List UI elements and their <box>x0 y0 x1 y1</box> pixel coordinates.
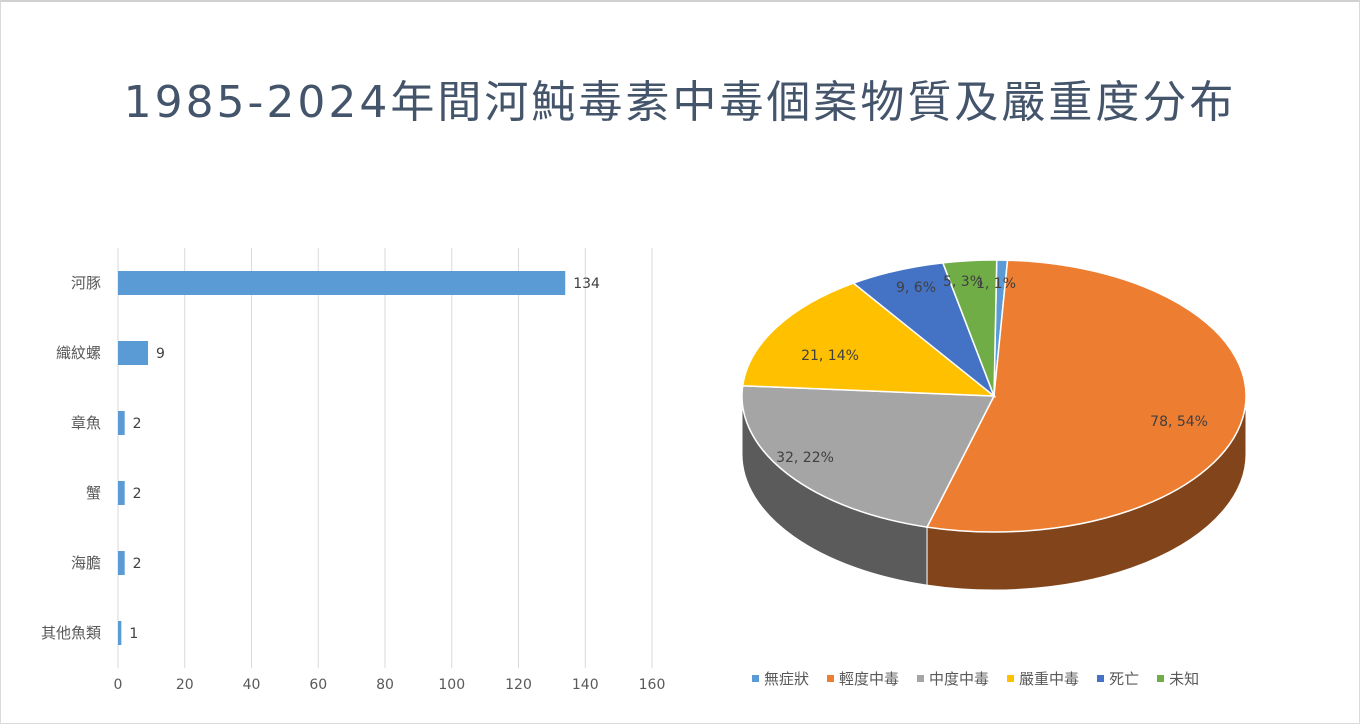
legend-label: 輕度中毒 <box>839 670 900 688</box>
legend-item: 未知 <box>1157 668 1199 689</box>
bar <box>118 411 125 435</box>
pie-slice <box>925 259 1247 533</box>
legend-swatch <box>827 675 835 682</box>
x-tick-label: 100 <box>438 677 465 693</box>
category-label: 章魚 <box>71 414 101 432</box>
bar-value-label: 1 <box>129 626 138 642</box>
x-tick-label: 80 <box>376 677 394 693</box>
legend-item: 嚴重中毒 <box>1007 668 1079 689</box>
legend-label: 中度中毒 <box>929 670 990 688</box>
bar-value-label: 2 <box>133 556 142 572</box>
x-tick-label: 120 <box>505 677 532 693</box>
bar-chart: 0 20 40 60 80 100 120 140 160 河豚 134 織紋螺 9 章魚 2 蟹 2 海膽 2 其他… <box>41 248 666 693</box>
pie-legend: 無症狀 輕度中毒 中度中毒 嚴重中毒 死亡 未知 <box>752 668 1199 689</box>
legend-item: 中度中毒 <box>917 668 989 689</box>
legend-label: 未知 <box>1169 670 1200 688</box>
pie-data-label: 32, 22% <box>776 450 834 466</box>
category-label: 河豚 <box>71 274 101 292</box>
pie-data-label: 1, 1% <box>976 276 1016 292</box>
category-label: 蟹 <box>86 484 101 502</box>
bar-value-label: 9 <box>156 346 165 362</box>
category-label: 織紋螺 <box>56 344 101 362</box>
legend-label: 死亡 <box>1109 670 1140 688</box>
legend-label: 嚴重中毒 <box>1019 670 1080 688</box>
pie-data-label: 9, 6% <box>896 280 936 296</box>
bar-value-label: 2 <box>133 486 142 502</box>
pie-slice <box>741 282 997 397</box>
category-label: 其他魚類 <box>41 624 101 642</box>
legend-item: 輕度中毒 <box>827 668 899 689</box>
bar <box>118 271 566 295</box>
bar <box>118 341 149 365</box>
category-label: 海膽 <box>71 554 101 572</box>
x-tick-label: 20 <box>176 677 194 693</box>
chart-title: 1985-2024年間河魨毒素中毒個案物質及嚴重度分布 <box>123 77 1237 128</box>
x-tick-label: 0 <box>114 677 123 693</box>
pie-slice <box>941 259 998 397</box>
x-tick-label: 140 <box>572 677 599 693</box>
bar <box>118 481 125 505</box>
bar-value-label: 134 <box>573 276 600 292</box>
legend-swatch <box>1157 675 1165 682</box>
pie-data-label: 5, 3% <box>943 274 983 290</box>
x-tick-label: 60 <box>309 677 327 693</box>
legend-swatch <box>917 675 925 682</box>
legend-item: 死亡 <box>1097 668 1139 689</box>
legend-item: 無症狀 <box>752 668 809 689</box>
legend-swatch <box>752 675 759 682</box>
legend-swatch <box>1007 675 1015 682</box>
bar-value-label: 2 <box>133 416 142 432</box>
x-tick-label: 160 <box>639 677 666 693</box>
bar <box>118 551 125 575</box>
legend-label: 無症狀 <box>764 670 810 688</box>
bar <box>118 621 122 645</box>
pie-chart: 1, 1% 78, 54% 32, 22% 21, 14% 9, 6% 5, 3% <box>741 259 1247 591</box>
x-tick-label: 40 <box>243 677 261 693</box>
pie-slice <box>741 384 996 528</box>
legend-swatch <box>1097 675 1105 682</box>
pie-data-label: 21, 14% <box>801 348 859 364</box>
pie-data-label: 78, 54% <box>1150 414 1208 430</box>
